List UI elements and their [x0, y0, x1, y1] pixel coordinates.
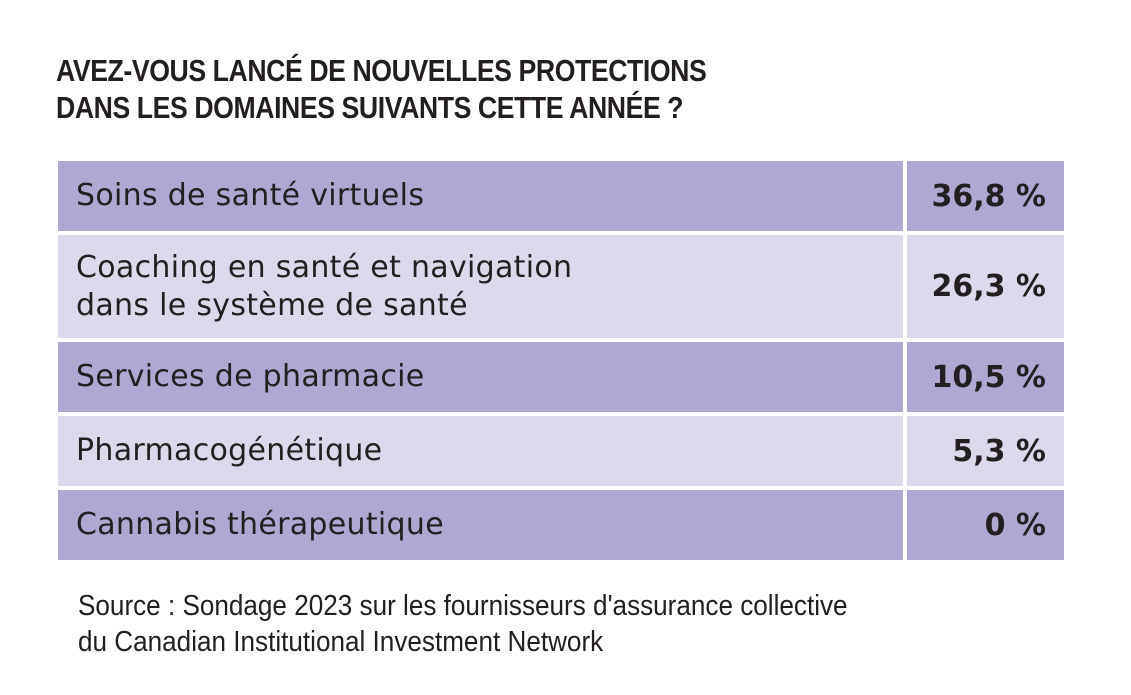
row-label-cell: Coaching en santé et navigation dans le … [58, 235, 903, 338]
chart-title-line-2: DANS LES DOMAINES SUIVANTS CETTE ANNÉE ? [56, 90, 684, 125]
results-table: Soins de santé virtuels 36,8 % Coaching … [58, 161, 1064, 560]
row-value: 26,3 % [907, 235, 1064, 338]
row-value: 10,5 % [907, 342, 1064, 412]
chart-title: AVEZ-VOUS LANCÉ DE NOUVELLES PROTECTIONS… [56, 52, 916, 126]
table-row-health-coaching: Coaching en santé et navigation dans le … [58, 235, 1064, 338]
row-label: Pharmacogénétique [76, 433, 383, 468]
row-label: Cannabis thérapeutique [76, 507, 444, 542]
row-value: 36,8 % [907, 161, 1064, 231]
table-row-pharmacy-services: Services de pharmacie 10,5 % [58, 342, 1064, 412]
chart-title-line-1: AVEZ-VOUS LANCÉ DE NOUVELLES PROTECTIONS [56, 53, 707, 88]
table-row-medical-cannabis: Cannabis thérapeutique 0 % [58, 490, 1064, 560]
table-row-virtual-care: Soins de santé virtuels 36,8 % [58, 161, 1064, 231]
row-label-cell: Services de pharmacie [58, 342, 903, 412]
row-label: Soins de santé virtuels [76, 178, 425, 213]
row-label-line-1: Coaching en santé et navigation [76, 249, 573, 285]
source-line-1: Source : Sondage 2023 sur les fournisseu… [78, 590, 848, 622]
row-label: Services de pharmacie [76, 359, 425, 394]
row-label-cell: Soins de santé virtuels [58, 161, 903, 231]
row-label-cell: Cannabis thérapeutique [58, 490, 903, 560]
row-value: 0 % [907, 490, 1064, 560]
row-value: 5,3 % [907, 416, 1064, 486]
row-label-cell: Pharmacogénétique [58, 416, 903, 486]
source-line-2: du Canadian Institutional Investment Net… [78, 626, 604, 658]
table-row-pharmacogenetics: Pharmacogénétique 5,3 % [58, 416, 1064, 486]
source-note: Source : Sondage 2023 sur les fournisseu… [78, 588, 1023, 660]
row-label-line-2: dans le système de santé [76, 287, 468, 323]
